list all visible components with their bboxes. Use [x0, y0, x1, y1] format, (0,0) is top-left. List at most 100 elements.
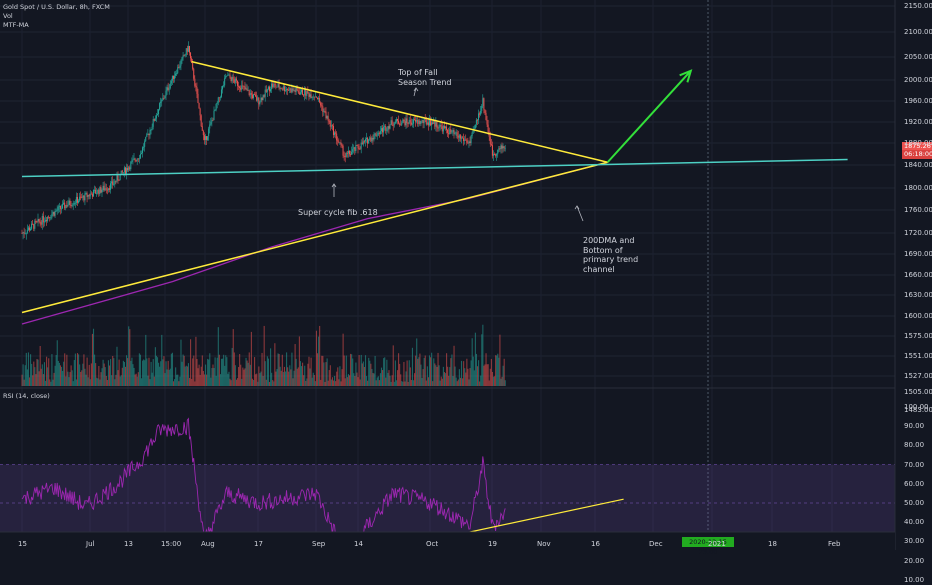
volume-bar — [52, 379, 54, 386]
candle-body — [110, 183, 112, 190]
volume-bar — [151, 372, 153, 386]
volume-bar — [200, 366, 202, 386]
volume-bar — [254, 357, 256, 386]
volume-bar — [296, 368, 298, 386]
candle-body — [212, 119, 214, 121]
candle-body — [52, 212, 54, 215]
volume-bar — [267, 358, 269, 386]
candle-body — [228, 74, 230, 76]
candle-body — [268, 86, 270, 92]
volume-bar — [305, 380, 307, 386]
volume-bar — [467, 368, 469, 386]
candle-body — [414, 119, 416, 121]
candle-body — [282, 86, 284, 90]
candle-body — [329, 120, 331, 127]
candle-body — [292, 88, 294, 91]
volume-bar — [287, 367, 289, 386]
candle-body — [64, 202, 66, 209]
candle-body — [92, 190, 94, 197]
candle-body — [203, 135, 205, 140]
volume-bar — [119, 376, 121, 386]
price-tick-label: 1660.00 — [904, 271, 932, 279]
volume-bar — [134, 374, 136, 386]
candle-body — [382, 128, 384, 133]
volume-bar — [338, 379, 340, 386]
candle-body — [89, 193, 91, 197]
candle-body — [318, 98, 320, 100]
candle-body — [501, 145, 503, 149]
volume-bar — [302, 362, 304, 386]
volume-bar — [54, 365, 56, 386]
volume-bar — [55, 355, 57, 386]
date-tick-label: Jul — [86, 540, 95, 548]
volume-bar — [186, 366, 188, 386]
candle-body — [433, 120, 435, 124]
volume-bar — [500, 378, 502, 386]
candle-body — [150, 129, 152, 131]
candle-body — [361, 142, 363, 145]
volume-bar — [194, 381, 196, 386]
candle-body — [274, 84, 276, 85]
candle-body — [304, 89, 306, 96]
ma-legend[interactable]: MTF-MA — [3, 21, 29, 29]
volume-bar — [252, 380, 255, 386]
candle-body — [235, 78, 237, 81]
volume-bar — [30, 354, 32, 386]
candle-body — [138, 158, 140, 160]
volume-bar — [230, 380, 232, 386]
projection-arrow-head — [679, 69, 693, 83]
volume-bar — [68, 377, 70, 386]
rsi-legend[interactable]: RSI (14, close) — [3, 392, 50, 400]
volume-bar — [407, 381, 409, 386]
symbol-title[interactable]: Gold Spot / U.S. Dollar, 8h, FXCM — [3, 3, 110, 11]
volume-bar — [212, 364, 214, 386]
candle-body — [277, 84, 279, 87]
candle-body — [378, 132, 380, 134]
volume-bar — [327, 380, 329, 386]
candle-body — [468, 141, 470, 144]
volume-bar — [70, 365, 72, 386]
volume-bar — [182, 354, 184, 386]
volume-bar — [111, 375, 113, 386]
volume-bar — [85, 374, 87, 386]
volume-bar — [359, 379, 361, 386]
volume-bar — [25, 352, 27, 386]
volume-bar — [468, 379, 470, 386]
candle-body — [159, 103, 161, 110]
candle-body — [164, 96, 166, 99]
volume-bar — [318, 336, 320, 386]
volume-bar — [225, 355, 227, 386]
volume-bar — [281, 354, 283, 386]
candle-body — [491, 145, 493, 156]
candle-body — [94, 189, 96, 191]
volume-bar — [264, 361, 266, 386]
candle-body — [425, 119, 427, 125]
candle-body — [380, 128, 382, 132]
candle-body — [87, 195, 89, 197]
volume-bar — [488, 380, 490, 386]
volume-bar — [282, 372, 284, 386]
candle-body — [473, 128, 475, 130]
chart-canvas[interactable] — [0, 0, 932, 550]
volume-bar — [324, 381, 326, 386]
volume-bar — [376, 377, 378, 386]
candle-body — [58, 205, 60, 207]
annotation-super-cycle-fib: Super cycle fib .618 — [298, 208, 378, 217]
candle-body — [175, 73, 177, 76]
candle-body — [409, 119, 411, 123]
candle-body — [84, 193, 86, 201]
volume-bar — [71, 370, 73, 386]
candle-body — [313, 96, 315, 98]
volume-bar — [335, 381, 337, 386]
candle-body — [247, 90, 249, 91]
volume-bar — [404, 381, 406, 386]
volume-bar — [44, 380, 47, 386]
volume-bar — [81, 370, 83, 386]
candle-body — [281, 88, 283, 90]
candle-body — [148, 133, 150, 136]
candle-body — [135, 160, 137, 162]
price-tick-label: 1960.00 — [904, 97, 932, 105]
vol-legend[interactable]: Vol — [3, 12, 13, 20]
candle-body — [343, 155, 345, 157]
volume-bar — [178, 381, 180, 386]
